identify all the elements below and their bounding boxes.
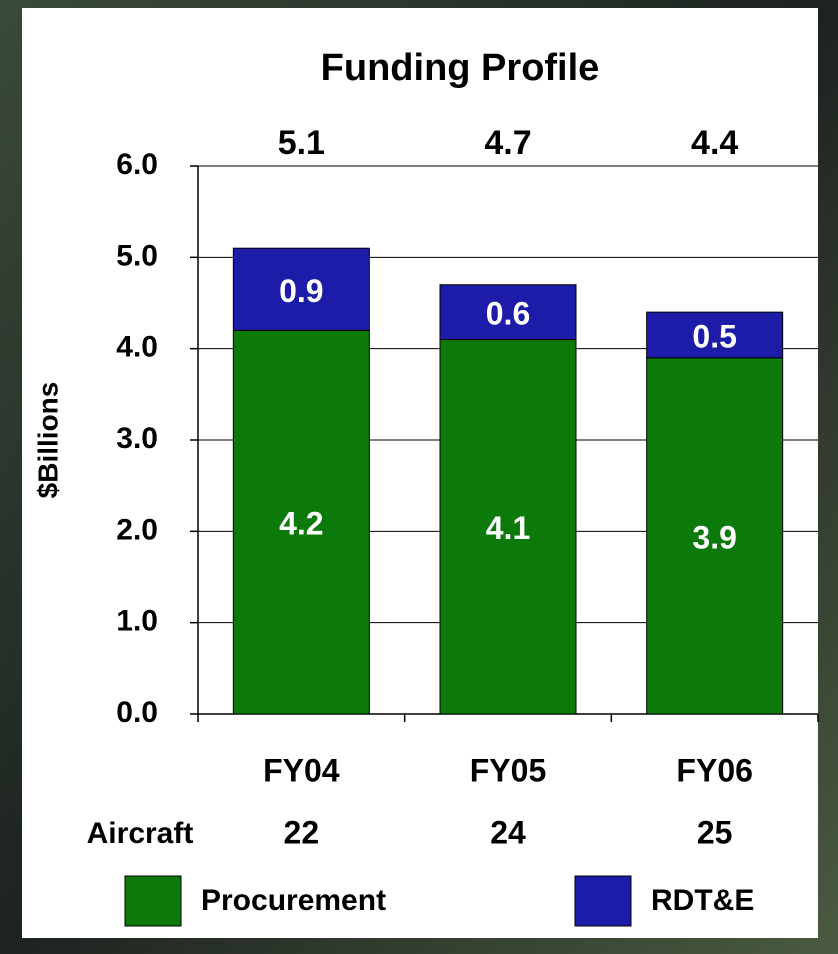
- y-tick-label: 5.0: [116, 239, 158, 272]
- x-tick-label: FY04: [263, 752, 340, 788]
- value-label: 0.6: [486, 296, 530, 332]
- legend-label: Procurement: [201, 884, 386, 917]
- aircraft-count: 22: [284, 814, 320, 850]
- value-label: 0.5: [692, 318, 736, 354]
- chart-title: Funding Profile: [321, 47, 600, 89]
- y-axis-label: $Billions: [32, 382, 63, 499]
- value-label: 4.1: [486, 510, 530, 546]
- aircraft-count: 24: [490, 814, 526, 850]
- aircraft-label: Aircraft: [87, 817, 194, 850]
- value-label: 3.9: [692, 519, 736, 555]
- legend-swatch: [575, 876, 631, 926]
- y-tick-label: 4.0: [116, 331, 158, 364]
- x-tick-label: FY06: [676, 752, 752, 788]
- total-label: 4.4: [691, 124, 738, 162]
- y-tick-label: 3.0: [116, 422, 158, 455]
- y-tick-label: 2.0: [116, 513, 158, 546]
- aircraft-count: 25: [697, 814, 733, 850]
- legend-swatch: [125, 876, 181, 926]
- y-tick-label: 1.0: [116, 605, 158, 638]
- value-label: 0.9: [279, 273, 323, 309]
- total-label: 5.1: [278, 124, 325, 162]
- legend-label: RDT&E: [651, 884, 754, 917]
- y-tick-label: 6.0: [116, 148, 158, 181]
- chart: Funding Profile $Billions Aircraft 0.0 1.…: [0, 0, 838, 954]
- total-label: 4.7: [484, 124, 531, 162]
- x-tick-label: FY05: [470, 752, 546, 788]
- y-tick-label: 0.0: [116, 696, 158, 729]
- value-label: 4.2: [279, 506, 323, 542]
